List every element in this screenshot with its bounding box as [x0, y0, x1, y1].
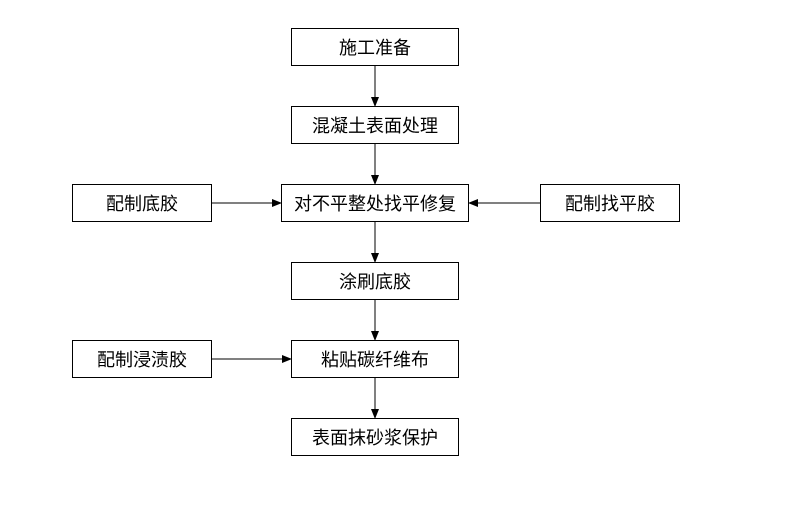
flow-node-n6: 表面抹砂浆保护	[291, 418, 459, 456]
flow-node-n2: 混凝土表面处理	[291, 106, 459, 144]
flow-node-s3: 配制浸渍胶	[72, 340, 212, 378]
flow-node-s1: 配制底胶	[72, 184, 212, 222]
flow-node-n3: 对不平整处找平修复	[281, 184, 469, 222]
flow-node-n4: 涂刷底胶	[291, 262, 459, 300]
flow-node-s2: 配制找平胶	[540, 184, 680, 222]
flow-node-n5: 粘贴碳纤维布	[291, 340, 459, 378]
flow-node-n1: 施工准备	[291, 28, 459, 66]
